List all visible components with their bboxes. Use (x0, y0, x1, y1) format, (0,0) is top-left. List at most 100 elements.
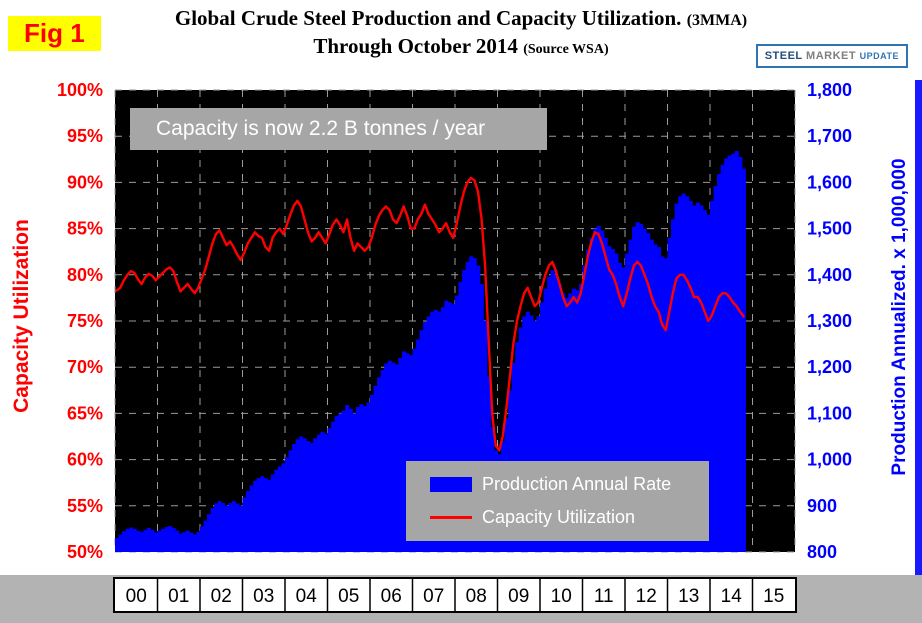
production-bar (359, 404, 364, 552)
production-bar (327, 428, 332, 552)
production-bar (621, 267, 626, 552)
year-label: 09 (508, 586, 529, 607)
production-bar (741, 168, 746, 553)
production-bar (412, 348, 417, 552)
right-tick-label: 1,100 (807, 403, 852, 423)
production-bar (671, 219, 676, 553)
production-bar (593, 228, 598, 552)
production-bar (617, 262, 622, 552)
year-label: 02 (211, 586, 232, 607)
production-bar (465, 261, 470, 552)
production-bar (285, 457, 290, 552)
production-bar (547, 276, 552, 552)
production-bar (518, 327, 523, 552)
production-bar (614, 253, 619, 553)
chart-title-block: Global Crude Steel Production and Capaci… (0, 6, 922, 59)
left-tick-label: 80% (67, 265, 103, 285)
production-bar (295, 439, 300, 552)
production-bar (352, 413, 357, 552)
right-edge-strip (915, 80, 922, 575)
production-bar (228, 503, 233, 552)
production-bar (221, 503, 226, 552)
year-label: 00 (126, 586, 147, 607)
production-bar (419, 330, 424, 552)
production-bar (699, 205, 704, 552)
production-bar (447, 302, 452, 552)
logo-word-market: MARKET (806, 50, 857, 62)
production-bar (536, 316, 541, 552)
production-bar (362, 406, 367, 552)
year-label: 03 (253, 586, 274, 607)
production-bar (309, 442, 314, 552)
production-bar (695, 202, 700, 553)
production-bar (462, 270, 467, 552)
year-label: 07 (423, 586, 444, 607)
figure-label: Fig 1 (8, 16, 101, 51)
year-label: 13 (678, 586, 699, 607)
production-bar (557, 284, 562, 552)
production-bar (288, 450, 293, 552)
production-bar (706, 214, 711, 553)
production-bar (458, 281, 463, 552)
production-bar (338, 413, 343, 552)
left-tick-label: 55% (67, 496, 103, 516)
production-bar (341, 410, 346, 552)
production-bar (610, 248, 615, 552)
production-bar (277, 466, 282, 552)
production-bar (426, 316, 431, 552)
year-label: 11 (594, 586, 614, 607)
chart-title: Global Crude Steel Production and Capaci… (0, 6, 922, 31)
right-axis-title: Production Annualized. x 1,000,000 (889, 158, 910, 476)
left-tick-label: 90% (67, 172, 103, 192)
legend: Production Annual Rate Capacity Utilizat… (406, 461, 709, 541)
production-bar (479, 284, 484, 552)
production-bar (515, 342, 520, 552)
production-bar (316, 434, 321, 552)
year-label: 14 (721, 586, 743, 607)
production-bar (554, 274, 559, 552)
production-bar (451, 304, 456, 552)
production-bar (653, 244, 658, 552)
production-bar (663, 258, 668, 552)
production-bar (713, 186, 718, 552)
production-bar (366, 402, 371, 552)
production-bar (178, 533, 183, 552)
production-bar (437, 311, 442, 552)
production-bar (136, 530, 141, 552)
production-bar (210, 508, 215, 552)
legend-item-production: Production Annual Rate (430, 474, 709, 495)
production-bar (628, 239, 633, 552)
production-bar (150, 529, 155, 552)
production-bar (384, 363, 389, 552)
right-tick-label: 1,800 (807, 80, 852, 100)
year-label: 12 (636, 586, 657, 607)
production-bar (678, 196, 683, 552)
production-bar (256, 478, 261, 552)
production-bar (242, 497, 247, 552)
production-bar (416, 339, 421, 552)
production-bar (146, 527, 151, 552)
production-bar (345, 405, 350, 552)
production-bar (189, 532, 194, 552)
production-bar (394, 364, 399, 552)
production-bar (224, 505, 229, 552)
production-bar (720, 164, 725, 552)
production-bar (589, 237, 594, 552)
production-bar (171, 527, 176, 552)
production-bar (440, 307, 445, 552)
production-bar (320, 431, 325, 552)
production-bar (115, 538, 120, 552)
production-bar (674, 203, 679, 552)
production-bar (469, 256, 474, 552)
production-bar (370, 394, 375, 552)
production-bar (292, 443, 297, 552)
right-tick-label: 1,300 (807, 311, 852, 331)
production-bar (430, 311, 435, 552)
production-bar (153, 532, 158, 552)
production-bar (299, 436, 304, 552)
production-bar (522, 316, 527, 552)
legend-swatch-utilization (430, 516, 472, 519)
production-bar (433, 309, 438, 552)
production-bar (185, 530, 190, 552)
production-bar (331, 421, 336, 552)
